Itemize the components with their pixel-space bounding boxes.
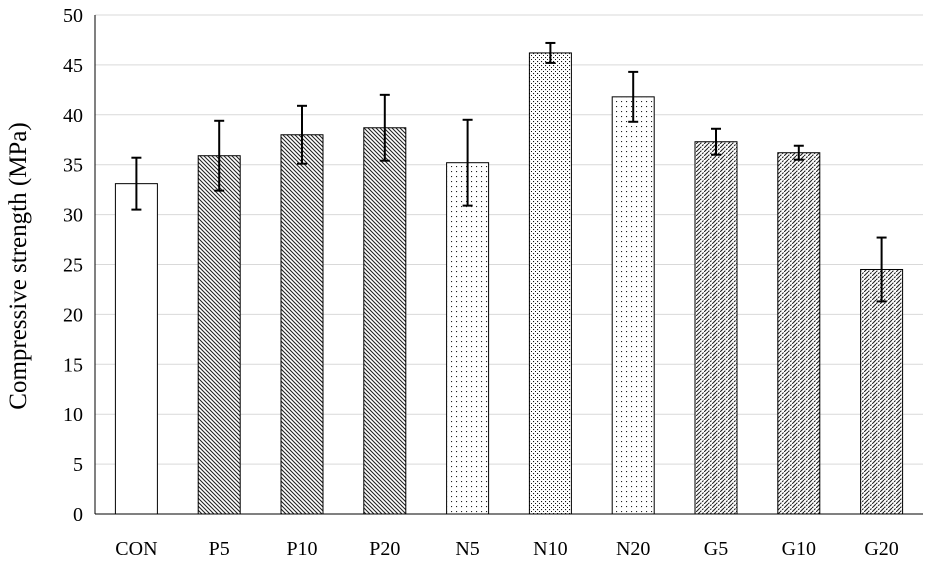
y-tick-label: 20 (63, 304, 83, 326)
x-tick-label: G20 (864, 538, 898, 560)
x-tick-label: P5 (209, 538, 230, 560)
x-axis-category-labels: CON P5 P10 P20 N5 N10 N20 G5 G10 G20 (115, 538, 899, 560)
bar-p10 (280, 134, 324, 515)
x-tick-label: G10 (782, 538, 816, 560)
y-tick-label: 45 (63, 55, 83, 77)
error-bar-n5 (462, 118, 473, 207)
y-tick-label: 5 (73, 454, 83, 476)
x-tick-label: CON (115, 538, 157, 560)
error-bar-con (131, 156, 142, 211)
x-tick-label: G5 (704, 538, 728, 560)
x-tick-label: N5 (455, 538, 479, 560)
y-tick-label: 15 (63, 354, 83, 376)
bar-g20 (860, 268, 904, 515)
error-bar-n10 (545, 41, 556, 64)
y-tick-label: 35 (63, 155, 83, 177)
bar-p20 (363, 127, 407, 515)
y-axis-tick-labels: 0 5 10 15 20 25 30 35 40 45 50 (63, 5, 83, 526)
bar-g5 (694, 141, 738, 515)
error-bar-g20 (876, 236, 887, 303)
x-tick-label: P10 (286, 538, 317, 560)
y-tick-label: 0 (73, 504, 83, 526)
error-bars (131, 41, 887, 303)
bars (114, 52, 904, 515)
error-bar-g10 (793, 144, 804, 161)
y-tick-label: 40 (63, 105, 83, 127)
error-bar-p20 (379, 93, 390, 162)
bar-n20 (611, 96, 655, 515)
bar-n5 (446, 162, 490, 515)
x-tick-label: N10 (533, 538, 567, 560)
y-tick-label: 25 (63, 255, 83, 277)
y-tick-label: 50 (63, 5, 83, 27)
y-tick-label: 30 (63, 205, 83, 227)
bar-con (114, 183, 158, 515)
x-tick-label: N20 (616, 538, 650, 560)
error-bar-n20 (628, 70, 639, 123)
y-axis-title: Compressive strength (MPa) (5, 122, 32, 409)
error-bar-p10 (297, 104, 307, 165)
error-bar-g5 (711, 127, 721, 156)
error-bar-p5 (214, 119, 225, 192)
bar-n10 (528, 52, 572, 515)
bar-p5 (197, 155, 241, 515)
x-tick-label: P20 (369, 538, 400, 560)
bar-g10 (777, 152, 821, 515)
y-tick-label: 10 (63, 404, 83, 426)
